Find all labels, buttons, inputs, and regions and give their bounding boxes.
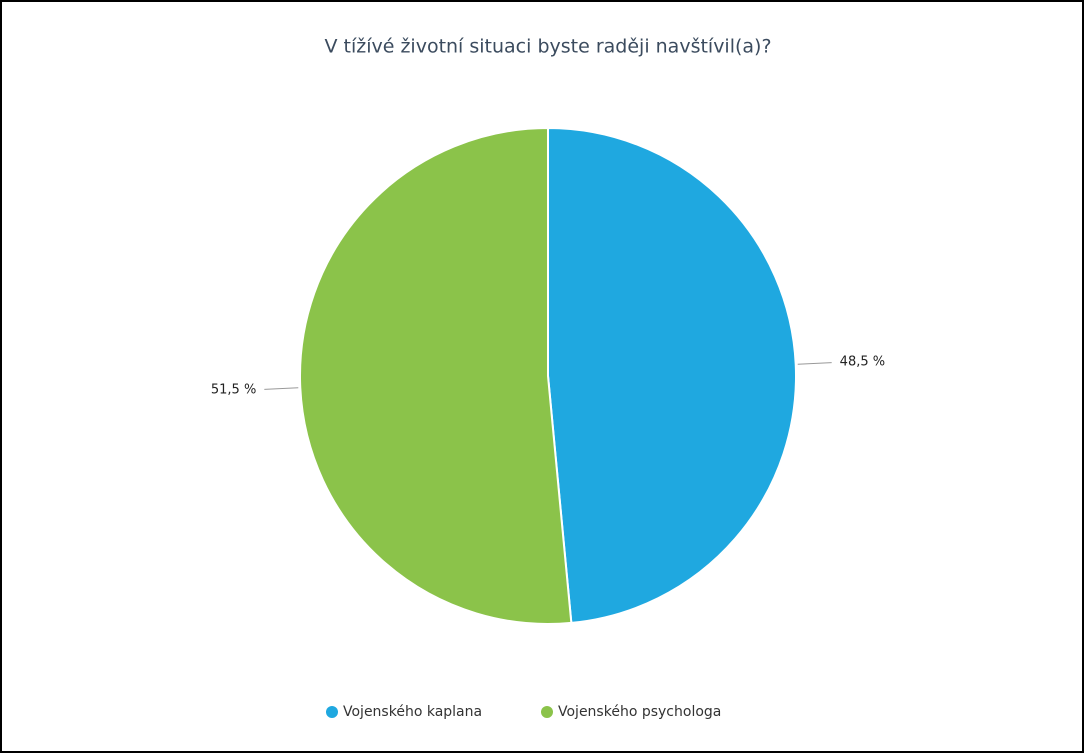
data-label: 51,5 % <box>211 382 256 397</box>
data-label: 48,5 % <box>840 355 885 370</box>
legend-marker <box>326 706 338 718</box>
legend-label: Vojenského psychologa <box>558 704 721 720</box>
pie-slice <box>547 126 797 624</box>
legend-label: Vojenského kaplana <box>343 704 482 720</box>
chart-title: V tížívé životní situaci byste raději na… <box>324 36 771 58</box>
leader-line <box>264 387 299 390</box>
leader-line <box>797 362 832 365</box>
legend-marker <box>541 706 553 718</box>
pie-slice <box>298 126 573 625</box>
